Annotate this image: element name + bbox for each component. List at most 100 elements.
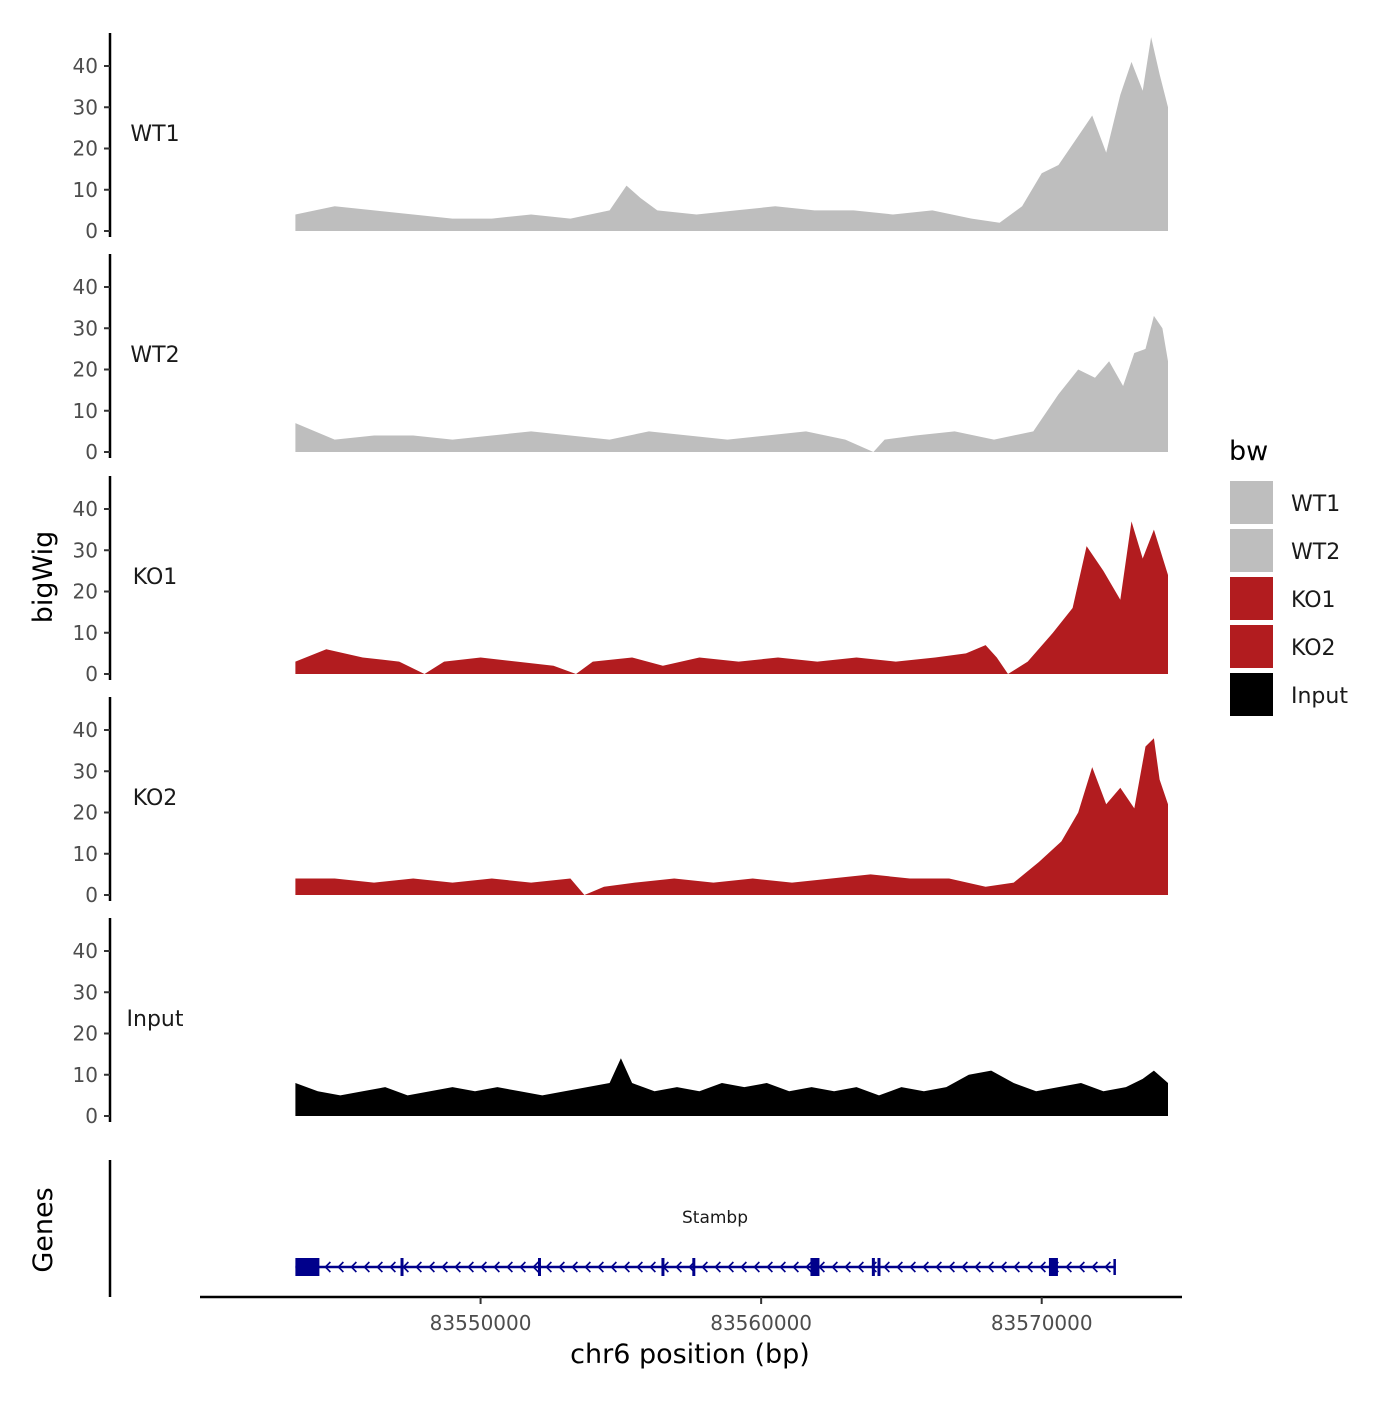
x-tick-label: 83570000: [991, 1311, 1093, 1335]
legend-item-input: Input: [1228, 671, 1348, 718]
coverage-area-input: [295, 1058, 1168, 1116]
strand-arrow: [1091, 1261, 1098, 1273]
track-wt1: 0 10 20 30 40 WT1: [73, 33, 1168, 243]
strand-arrow: [766, 1261, 773, 1273]
strand-arrow: [805, 1261, 812, 1273]
y-tick-label: 40: [73, 718, 98, 742]
strand-arrow: [675, 1261, 682, 1273]
strand-arrow: [1078, 1261, 1085, 1273]
exon: [871, 1258, 875, 1276]
strand-arrow: [896, 1261, 903, 1273]
y-tick-label: 10: [73, 621, 98, 645]
y-tick-label: 0: [85, 1104, 98, 1128]
track-label: WT1: [130, 122, 179, 147]
track-ko2: 0 10 20 30 40 KO2: [73, 697, 1168, 907]
strand-arrow: [454, 1261, 461, 1273]
strand-arrow: [1104, 1261, 1111, 1273]
strand-arrow: [350, 1261, 357, 1273]
strand-arrow: [701, 1261, 708, 1273]
gene-name-label: Stambp: [682, 1208, 748, 1228]
strand-arrow: [480, 1261, 487, 1273]
y-tick-label: 30: [73, 538, 98, 562]
y-tick-label: 30: [73, 316, 98, 340]
legend-key: [1228, 479, 1275, 526]
strand-arrow: [1013, 1261, 1020, 1273]
y-tick-label: 40: [73, 497, 98, 521]
strand-arrow: [779, 1261, 786, 1273]
strand-arrow: [935, 1261, 942, 1273]
y-tick-label: 10: [73, 1063, 98, 1087]
y-tick-label: 0: [85, 883, 98, 907]
x-axis: 83550000 83560000 83570000: [200, 1295, 1182, 1335]
strand-arrow: [961, 1261, 968, 1273]
strand-arrow: [363, 1261, 370, 1273]
strand-arrow: [415, 1261, 422, 1273]
x-axis-title: chr6 position (bp): [570, 1339, 810, 1370]
strand-arrow: [1039, 1261, 1046, 1273]
track-input: 0 10 20 30 40 Input: [73, 918, 1168, 1128]
track-label: KO1: [133, 565, 178, 590]
strand-arrow: [428, 1261, 435, 1273]
strand-arrow: [649, 1261, 656, 1273]
legend-label: Input: [1291, 684, 1348, 709]
legend-label: WT2: [1291, 540, 1340, 565]
gene-track: Stambp: [108, 1160, 1116, 1297]
strand-arrow: [740, 1261, 747, 1273]
exon: [810, 1258, 820, 1276]
strand-arrow: [974, 1261, 981, 1273]
strand-arrow: [337, 1261, 344, 1273]
strand-arrow: [831, 1261, 838, 1273]
strand-arrow: [857, 1261, 864, 1273]
legend-label: WT1: [1291, 492, 1340, 517]
legend-item-ko2: KO2: [1228, 623, 1336, 670]
exon: [537, 1258, 541, 1276]
track-label: Input: [127, 1007, 184, 1032]
exon: [400, 1258, 404, 1276]
strand-arrow: [1065, 1261, 1072, 1273]
coverage-area-ko2: [295, 738, 1168, 895]
strand-arrow: [441, 1261, 448, 1273]
strand-arrow: [1000, 1261, 1007, 1273]
coverage-area-wt1: [295, 37, 1168, 231]
legend-key: [1228, 671, 1275, 718]
track-ko1: 0 10 20 30 40 KO1: [73, 476, 1168, 686]
strand-arrow: [571, 1261, 578, 1273]
exon: [877, 1258, 881, 1276]
genes-axis-title: Genes: [28, 1187, 59, 1272]
strand-arrow: [623, 1261, 630, 1273]
strand-arrow: [753, 1261, 760, 1273]
coverage-area-wt2: [295, 315, 1168, 452]
strand-arrow: [467, 1261, 474, 1273]
strand-arrow: [909, 1261, 916, 1273]
track-label: KO2: [133, 786, 178, 811]
legend-key: [1228, 623, 1275, 670]
y-tick-label: 10: [73, 842, 98, 866]
y-tick-label: 40: [73, 54, 98, 78]
y-tick-label: 10: [73, 178, 98, 202]
strand-arrow: [597, 1261, 604, 1273]
legend-title: bw: [1229, 436, 1268, 467]
y-axis-title: bigWig: [28, 531, 59, 624]
y-tick-label: 10: [73, 399, 98, 423]
strand-arrow: [636, 1261, 643, 1273]
y-tick-label: 40: [73, 275, 98, 299]
strand-arrow: [545, 1261, 552, 1273]
y-tick-label: 40: [73, 939, 98, 963]
strand-arrow: [584, 1261, 591, 1273]
tracks-layer: 0 10 20 30 40 WT1 0 10 20 30 40 WT2 0 10 20 30 40 KO1 0 10 2…: [73, 33, 1168, 1128]
strand-arrow: [727, 1261, 734, 1273]
strand-arrow: [714, 1261, 721, 1273]
y-tick-label: 30: [73, 759, 98, 783]
y-tick-label: 0: [85, 440, 98, 464]
legend-key: [1228, 527, 1275, 574]
y-tick-label: 0: [85, 219, 98, 243]
strand-arrow: [987, 1261, 994, 1273]
legend-label: KO2: [1291, 636, 1336, 661]
legend-item-wt1: WT1: [1228, 479, 1340, 526]
strand-arrow: [948, 1261, 955, 1273]
strand-arrow: [792, 1261, 799, 1273]
strand-arrow: [376, 1261, 383, 1273]
y-tick-label: 0: [85, 662, 98, 686]
